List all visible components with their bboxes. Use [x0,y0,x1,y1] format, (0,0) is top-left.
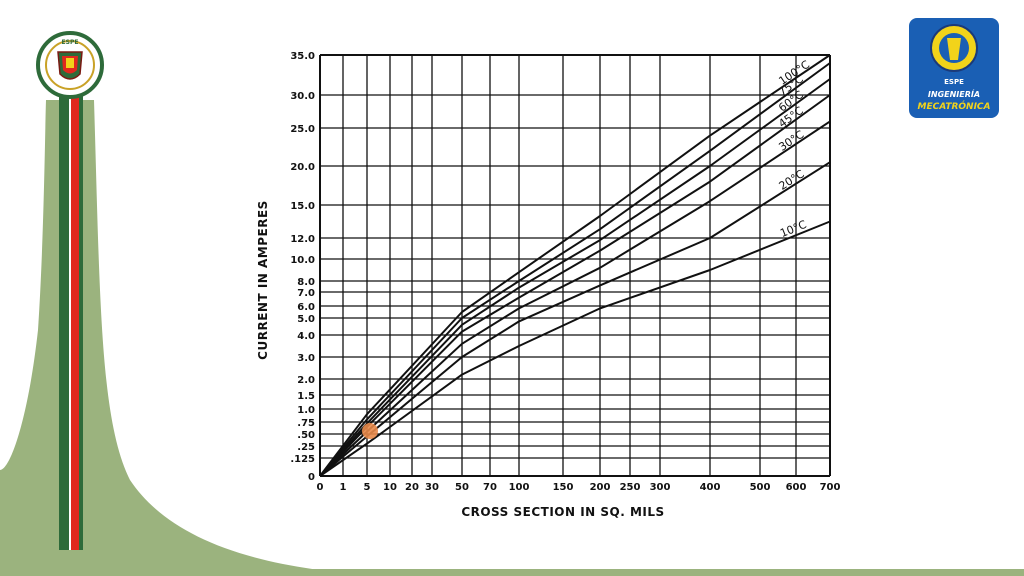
series-line [319,62,831,477]
crest-label: ESPE [62,39,79,46]
y-tick-label: 7.0 [297,288,315,299]
x-tick-label: 70 [483,482,497,493]
stripe-red [71,95,79,550]
x-tick-label: 5 [364,482,371,493]
x-tick-label: 10 [383,482,397,493]
mecatronica-logo: ESPE INGENIERÍA MECATRÓNICA [909,18,999,118]
logo-line-espe: ESPE [944,78,964,86]
x-tick-label: 0 [317,482,324,493]
y-tick-label: 20.0 [290,162,315,173]
y-tick-label: 35.0 [290,51,315,62]
y-tick-label: 10.0 [290,255,315,266]
y-tick-label: .50 [297,430,315,441]
y-tick-label: 2.0 [297,375,315,386]
y-tick-label: 0 [308,472,315,483]
y-tick-label: 30.0 [290,91,315,102]
y-tick-label: 8.0 [297,277,315,288]
x-tick-label: 50 [455,482,469,493]
logo-line-ingenieria: INGENIERÍA [928,88,980,99]
y-tick-label: 4.0 [297,331,315,342]
x-axis-label: CROSS SECTION IN SQ. MILS [461,505,664,519]
y-tick-label: 25.0 [290,124,315,135]
y-tick-label: 6.0 [297,302,315,313]
y-tick-label: 1.5 [297,391,315,402]
x-tick-label: 300 [650,482,671,493]
series-line [319,94,831,477]
stripe-white [69,95,71,550]
y-tick-label: .75 [297,418,315,429]
y-tick-label: 3.0 [297,353,315,364]
y-tick-label: .125 [290,454,315,465]
x-tick-label: 1 [340,482,347,493]
highlight-point [362,423,378,439]
x-tick-label: 150 [553,482,574,493]
stripe-green-right [79,95,83,550]
series-line [319,78,831,477]
stripe-green-left [59,95,69,550]
espe-crest-logo: ESPE [36,31,104,99]
logo-line-mecatronica: MECATRÓNICA [918,100,991,112]
green-swoosh [0,100,400,576]
y-tick-label: 15.0 [290,201,315,212]
series-label: 20°C [777,167,807,193]
series-line [319,220,831,477]
series-line [319,54,831,477]
y-tick-label: 5.0 [297,314,315,325]
y-tick-label: 12.0 [290,234,315,245]
y-tick-label: .25 [297,442,315,453]
x-tick-label: 20 [405,482,419,493]
x-tick-label: 30 [425,482,439,493]
x-tick-label: 700 [820,482,841,493]
x-tick-label: 100 [509,482,530,493]
x-tick-label: 600 [786,482,807,493]
series-label: 30°C [776,128,806,154]
x-tick-label: 500 [750,482,771,493]
x-tick-label: 250 [620,482,641,493]
chart-ticks: 0 1 5 10 20 30 50 70 100 150 200 250 300 400 500 600 700… [290,51,840,493]
y-tick-label: 1.0 [297,405,315,416]
chart-curves [319,54,831,477]
x-tick-label: 200 [590,482,611,493]
x-tick-label: 400 [700,482,721,493]
chart-grid [319,54,831,477]
y-axis-label: CURRENT IN AMPERES [256,200,270,360]
bottom-band [300,569,1024,576]
